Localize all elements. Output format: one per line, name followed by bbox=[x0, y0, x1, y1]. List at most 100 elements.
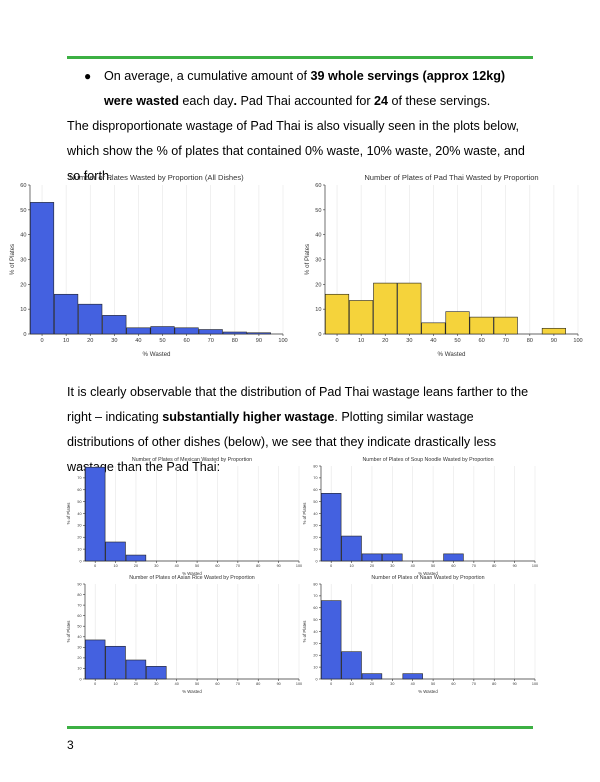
para-bold-wastage: substantially higher wastage bbox=[162, 410, 335, 424]
chart-y-tick-label: 40 bbox=[313, 630, 317, 634]
chart-x-tick-label: 90 bbox=[277, 682, 281, 686]
paragraph-intro: The disproportionate wastage of Pad Thai… bbox=[67, 119, 525, 183]
chart-y-tick-label: 0 bbox=[79, 677, 81, 681]
chart-y-tick-label: 70 bbox=[77, 476, 81, 480]
chart-mexican: 0 10 20 30 40 50 60 70 80 0 10 20 30 40 50 60 70 80 90 100 N… bbox=[66, 457, 302, 576]
chart-y-tick-label: 0 bbox=[318, 332, 321, 338]
chart-x-tick-label: 20 bbox=[382, 338, 388, 344]
chart-x-label: % Wasted bbox=[143, 351, 172, 358]
chart-y-tick-label: 40 bbox=[313, 512, 317, 516]
chart-x-tick-label: 90 bbox=[256, 338, 262, 344]
chart-y-label: % of Plates bbox=[66, 503, 71, 525]
chart-bar bbox=[397, 282, 422, 335]
chart-x-tick-label: 90 bbox=[513, 682, 517, 686]
chart-x-tick-label: 0 bbox=[94, 564, 96, 568]
bullet-text-part: of these servings. bbox=[388, 94, 491, 108]
bullet-bold-count: 24 bbox=[374, 94, 389, 108]
chart-title: Number of Plates Wasted by Proportion (A… bbox=[69, 173, 244, 182]
chart-x-tick-label: 70 bbox=[472, 682, 476, 686]
chart-bar bbox=[469, 316, 494, 335]
chart-x-label: % Wasted bbox=[182, 689, 202, 694]
chart-x-tick-label: 10 bbox=[350, 682, 354, 686]
chart-x-tick-label: 100 bbox=[532, 564, 538, 568]
chart-x-tick-label: 100 bbox=[296, 564, 302, 568]
chart-y-tick-label: 70 bbox=[313, 594, 317, 598]
chart-y-tick-label: 30 bbox=[313, 642, 317, 646]
chart-y-tick-label: 40 bbox=[315, 233, 321, 239]
bullet-text: On average, a cumulative amount of 39 wh… bbox=[104, 64, 526, 114]
chart-bar bbox=[246, 332, 271, 335]
chart-x-tick-label: 70 bbox=[472, 564, 476, 568]
chart-y-tick-label: 80 bbox=[313, 464, 317, 468]
chart-x-tick-label: 60 bbox=[479, 338, 485, 344]
chart-x-tick-label: 30 bbox=[154, 682, 158, 686]
chart-y-tick-label: 60 bbox=[313, 606, 317, 610]
chart-x-tick-label: 50 bbox=[454, 338, 460, 344]
chart-x-tick-label: 30 bbox=[154, 564, 158, 568]
chart-y-tick-label: 30 bbox=[313, 524, 317, 528]
chart-x-tick-label: 20 bbox=[370, 682, 374, 686]
chart-x-tick-label: 10 bbox=[114, 682, 118, 686]
chart-bar bbox=[320, 493, 342, 562]
chart-bar bbox=[341, 651, 362, 680]
chart-x-tick-label: 60 bbox=[184, 338, 190, 344]
chart-x-tick-label: 10 bbox=[358, 338, 364, 344]
chart-x-tick-label: 90 bbox=[277, 564, 281, 568]
chart-x-tick-label: 20 bbox=[87, 338, 93, 344]
chart-bar bbox=[105, 541, 126, 562]
chart-bar bbox=[54, 293, 79, 335]
chart-x-tick-label: 40 bbox=[411, 564, 415, 568]
chart-y-tick-label: 40 bbox=[77, 635, 81, 639]
chart-bar bbox=[125, 554, 147, 562]
chart-bar bbox=[541, 327, 566, 335]
chart-y-tick-label: 90 bbox=[77, 582, 81, 586]
chart-x-tick-label: 70 bbox=[503, 338, 509, 344]
chart-x-tick-label: 0 bbox=[94, 682, 96, 686]
chart-x-tick-label: 100 bbox=[532, 682, 538, 686]
chart-y-tick-label: 70 bbox=[77, 603, 81, 607]
page-number: 3 bbox=[67, 738, 74, 752]
chart-title: Number of Plates of Asian Rice Wasted by… bbox=[129, 575, 255, 581]
chart-y-label: % of Plates bbox=[9, 244, 16, 275]
chart-bar bbox=[84, 639, 106, 680]
chart-y-tick-label: 50 bbox=[313, 618, 317, 622]
chart-x-tick-label: 100 bbox=[573, 338, 582, 344]
chart-x-tick-label: 40 bbox=[175, 682, 179, 686]
chart-x-tick-label: 60 bbox=[451, 682, 455, 686]
chart-x-label: % Wasted bbox=[182, 571, 202, 576]
chart-y-tick-label: 20 bbox=[313, 654, 317, 658]
chart-bar bbox=[341, 535, 362, 562]
chart-y-tick-label: 10 bbox=[313, 665, 317, 669]
chart-x-tick-label: 70 bbox=[208, 338, 214, 344]
chart-y-tick-label: 50 bbox=[313, 500, 317, 504]
chart-x-tick-label: 40 bbox=[430, 338, 436, 344]
chart-y-tick-label: 50 bbox=[77, 500, 81, 504]
chart-x-tick-label: 50 bbox=[431, 564, 435, 568]
bullet-bold-servings: 39 whole servings (approx 12kg) were was… bbox=[104, 69, 506, 108]
chart-y-tick-label: 10 bbox=[313, 547, 317, 551]
chart-y-tick-label: 80 bbox=[77, 593, 81, 597]
chart-x-tick-label: 30 bbox=[406, 338, 412, 344]
chart-y-tick-label: 40 bbox=[77, 512, 81, 516]
chart-bar bbox=[320, 600, 342, 680]
chart-title: Number of Plates of Naan Wasted by Propo… bbox=[371, 575, 484, 581]
chart-bar bbox=[349, 300, 374, 335]
chart-asian-rice: 0 10 20 30 40 50 60 70 80 90 0 10 20 30 40 50 60 70 80 90 10… bbox=[66, 575, 302, 694]
chart-bar bbox=[493, 316, 518, 335]
chart-all-dishes: 0 10 20 30 40 50 60 0 10 20 30 40 50 60 70 80 90 100 Numbe… bbox=[9, 173, 288, 358]
chart-x-tick-label: 40 bbox=[411, 682, 415, 686]
chart-x-tick-label: 80 bbox=[232, 338, 238, 344]
bullet-text-part: each day bbox=[178, 94, 234, 108]
chart-y-tick-label: 30 bbox=[315, 257, 321, 263]
chart-bar bbox=[443, 553, 464, 562]
chart-y-tick-label: 20 bbox=[77, 536, 81, 540]
chart-bar bbox=[361, 553, 383, 562]
chart-y-tick-label: 30 bbox=[20, 257, 26, 263]
chart-title: Number of Plates of Pad Thai Wasted by P… bbox=[364, 173, 538, 182]
chart-bar bbox=[102, 315, 127, 335]
chart-y-tick-label: 80 bbox=[313, 582, 317, 586]
chart-x-tick-label: 0 bbox=[335, 338, 338, 344]
chart-x-tick-label: 50 bbox=[431, 682, 435, 686]
chart-y-tick-label: 60 bbox=[20, 183, 26, 189]
para-text-part: It is clearly observable that the distri… bbox=[67, 385, 529, 424]
